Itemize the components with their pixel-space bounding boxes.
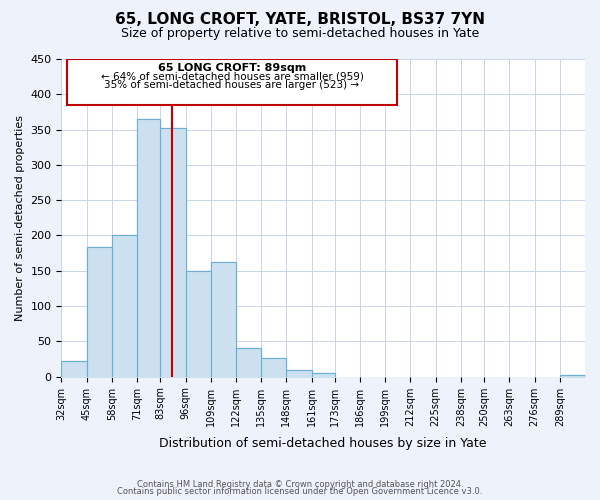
Text: Contains public sector information licensed under the Open Government Licence v3: Contains public sector information licen… [118,487,482,496]
X-axis label: Distribution of semi-detached houses by size in Yate: Distribution of semi-detached houses by … [160,437,487,450]
Text: 65, LONG CROFT, YATE, BRISTOL, BS37 7YN: 65, LONG CROFT, YATE, BRISTOL, BS37 7YN [115,12,485,28]
Text: Size of property relative to semi-detached houses in Yate: Size of property relative to semi-detach… [121,28,479,40]
Text: Contains HM Land Registry data © Crown copyright and database right 2024.: Contains HM Land Registry data © Crown c… [137,480,463,489]
Text: 65 LONG CROFT: 89sqm: 65 LONG CROFT: 89sqm [158,62,306,72]
Text: ← 64% of semi-detached houses are smaller (959): ← 64% of semi-detached houses are smalle… [101,72,364,82]
FancyBboxPatch shape [67,59,397,105]
Y-axis label: Number of semi-detached properties: Number of semi-detached properties [15,115,25,321]
Text: 35% of semi-detached houses are larger (523) →: 35% of semi-detached houses are larger (… [104,80,359,90]
